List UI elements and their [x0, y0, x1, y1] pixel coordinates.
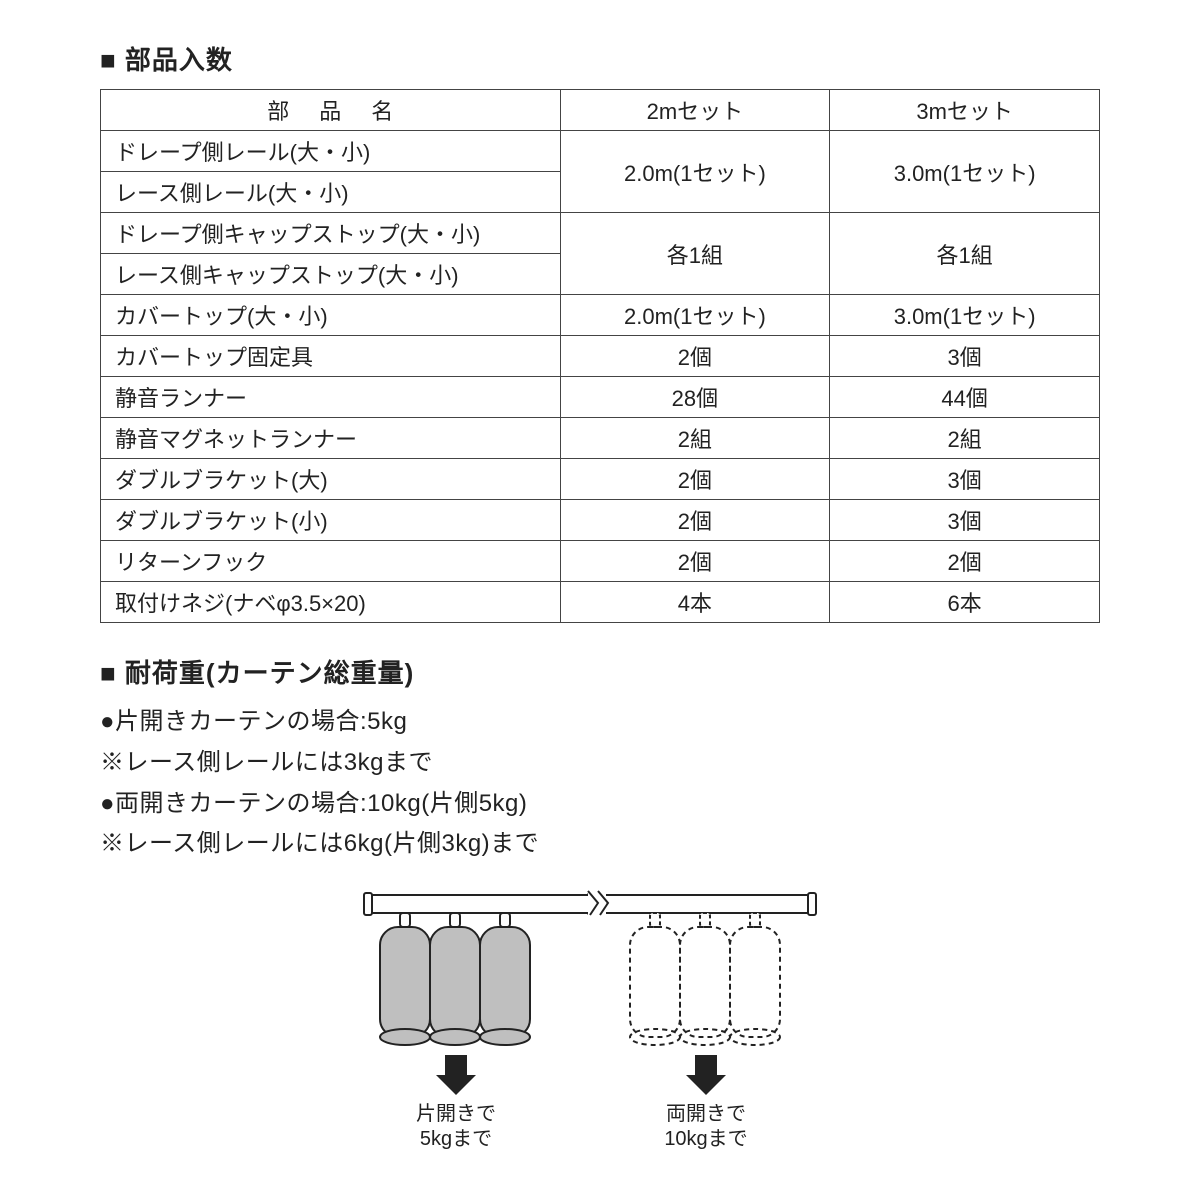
diagram-right-label-1: 両開きで — [666, 1103, 746, 1125]
part-3m: 3.0m(1セット) — [830, 131, 1100, 213]
table-row: ダブルブラケット(小) 2個 3個 — [101, 500, 1100, 541]
load-line: ●両開きカーテンの場合:10kg(片側5kg) — [100, 784, 1100, 825]
down-arrow-icon — [436, 1055, 476, 1095]
diagram-left-label-2: 5kgまで — [420, 1128, 492, 1150]
part-3m: 2組 — [830, 418, 1100, 459]
part-2m: 各1組 — [560, 213, 830, 295]
part-2m: 2個 — [560, 500, 830, 541]
table-row: 静音マグネットランナー 2組 2組 — [101, 418, 1100, 459]
part-3m: 3個 — [830, 459, 1100, 500]
part-2m: 2個 — [560, 459, 830, 500]
part-3m: 44個 — [830, 377, 1100, 418]
diagram-right-label-2: 10kgまで — [664, 1128, 747, 1150]
header-name: 部品名 — [101, 90, 561, 131]
part-name: 静音ランナー — [101, 377, 561, 418]
part-name: ダブルブラケット(小) — [101, 500, 561, 541]
part-name: リターンフック — [101, 541, 561, 582]
curtain-diagram: 片開きで 5kgまで 両開きで 10kgまで — [340, 885, 860, 1165]
part-2m: 28個 — [560, 377, 830, 418]
table-row: リターンフック 2個 2個 — [101, 541, 1100, 582]
part-3m: 3.0m(1セット) — [830, 295, 1100, 336]
load-line: ●片開きカーテンの場合:5kg — [100, 702, 1100, 743]
table-row: ドレープ側キャップストップ(大・小) 各1組 各1組 — [101, 213, 1100, 254]
table-row: ダブルブラケット(大) 2個 3個 — [101, 459, 1100, 500]
part-name: カバートップ(大・小) — [101, 295, 561, 336]
parts-table: 部品名 2mセット 3mセット ドレープ側レール(大・小) 2.0m(1セット)… — [100, 89, 1100, 623]
down-arrow-icon — [686, 1055, 726, 1095]
part-2m: 2.0m(1セット) — [560, 131, 830, 213]
parts-section-title: ■ 部品入数 — [100, 40, 1100, 77]
part-3m: 6本 — [830, 582, 1100, 623]
part-2m: 2個 — [560, 541, 830, 582]
load-line: ※レース側レールには3kgまで — [100, 743, 1100, 784]
part-name: 静音マグネットランナー — [101, 418, 561, 459]
table-row: ドレープ側レール(大・小) 2.0m(1セット) 3.0m(1セット) — [101, 131, 1100, 172]
part-name: ドレープ側レール(大・小) — [101, 131, 561, 172]
part-name: カバートップ固定具 — [101, 336, 561, 377]
part-2m: 4本 — [560, 582, 830, 623]
part-3m: 3個 — [830, 500, 1100, 541]
part-3m: 2個 — [830, 541, 1100, 582]
part-2m: 2.0m(1セット) — [560, 295, 830, 336]
part-name: ドレープ側キャップストップ(大・小) — [101, 213, 561, 254]
part-2m: 2個 — [560, 336, 830, 377]
part-3m: 各1組 — [830, 213, 1100, 295]
header-3m: 3mセット — [830, 90, 1100, 131]
part-name: 取付けネジ(ナベφ3.5×20) — [101, 582, 561, 623]
table-row: 静音ランナー 28個 44個 — [101, 377, 1100, 418]
header-2m: 2mセット — [560, 90, 830, 131]
part-2m: 2組 — [560, 418, 830, 459]
table-row: 取付けネジ(ナベφ3.5×20) 4本 6本 — [101, 582, 1100, 623]
diagram-left-label-1: 片開きで — [416, 1102, 496, 1125]
table-row: カバートップ固定具 2個 3個 — [101, 336, 1100, 377]
load-line: ※レース側レールには6kg(片側3kg)まで — [100, 824, 1100, 865]
part-name: ダブルブラケット(大) — [101, 459, 561, 500]
part-name: レース側キャップストップ(大・小) — [101, 254, 561, 295]
load-section-title: ■ 耐荷重(カーテン総重量) — [100, 653, 1100, 690]
table-row: カバートップ(大・小) 2.0m(1セット) 3.0m(1セット) — [101, 295, 1100, 336]
part-name: レース側レール(大・小) — [101, 172, 561, 213]
part-3m: 3個 — [830, 336, 1100, 377]
